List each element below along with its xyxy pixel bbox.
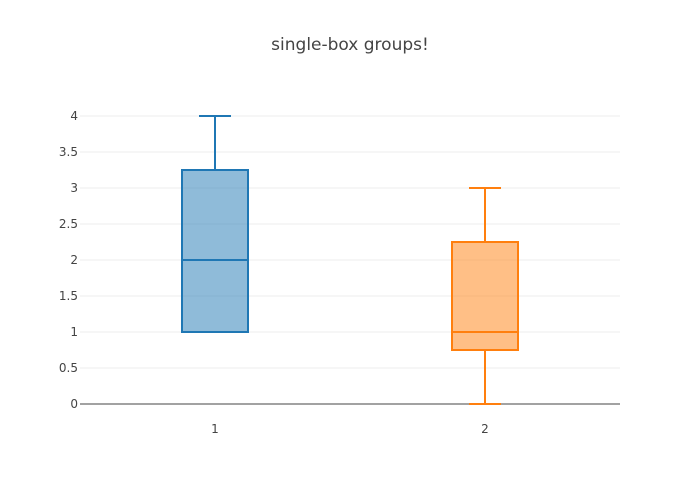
y-tick-label: 3.5 xyxy=(59,145,78,159)
boxes xyxy=(181,115,519,405)
y-tick-label: 4 xyxy=(70,109,78,123)
y-tick-label: 3 xyxy=(70,181,78,195)
y-tick-label: 1 xyxy=(70,325,78,339)
y-tick-label: 2.5 xyxy=(59,217,78,231)
box xyxy=(451,241,519,351)
y-tick-label: 0.5 xyxy=(59,361,78,375)
x-tick-label: 2 xyxy=(481,422,489,436)
y-tick-label: 1.5 xyxy=(59,289,78,303)
y-tick-label: 0 xyxy=(70,397,78,411)
box xyxy=(181,169,249,333)
y-axis-ticks: 0 0.5 1 1.5 2 2.5 3 3.5 4 xyxy=(59,109,78,411)
box-group-2 xyxy=(451,187,519,405)
gridlines xyxy=(80,115,620,405)
chart-title: single-box groups! xyxy=(271,35,429,55)
x-tick-label: 1 xyxy=(211,422,219,436)
y-tick-label: 2 xyxy=(70,253,78,267)
box-group-1 xyxy=(181,115,249,333)
